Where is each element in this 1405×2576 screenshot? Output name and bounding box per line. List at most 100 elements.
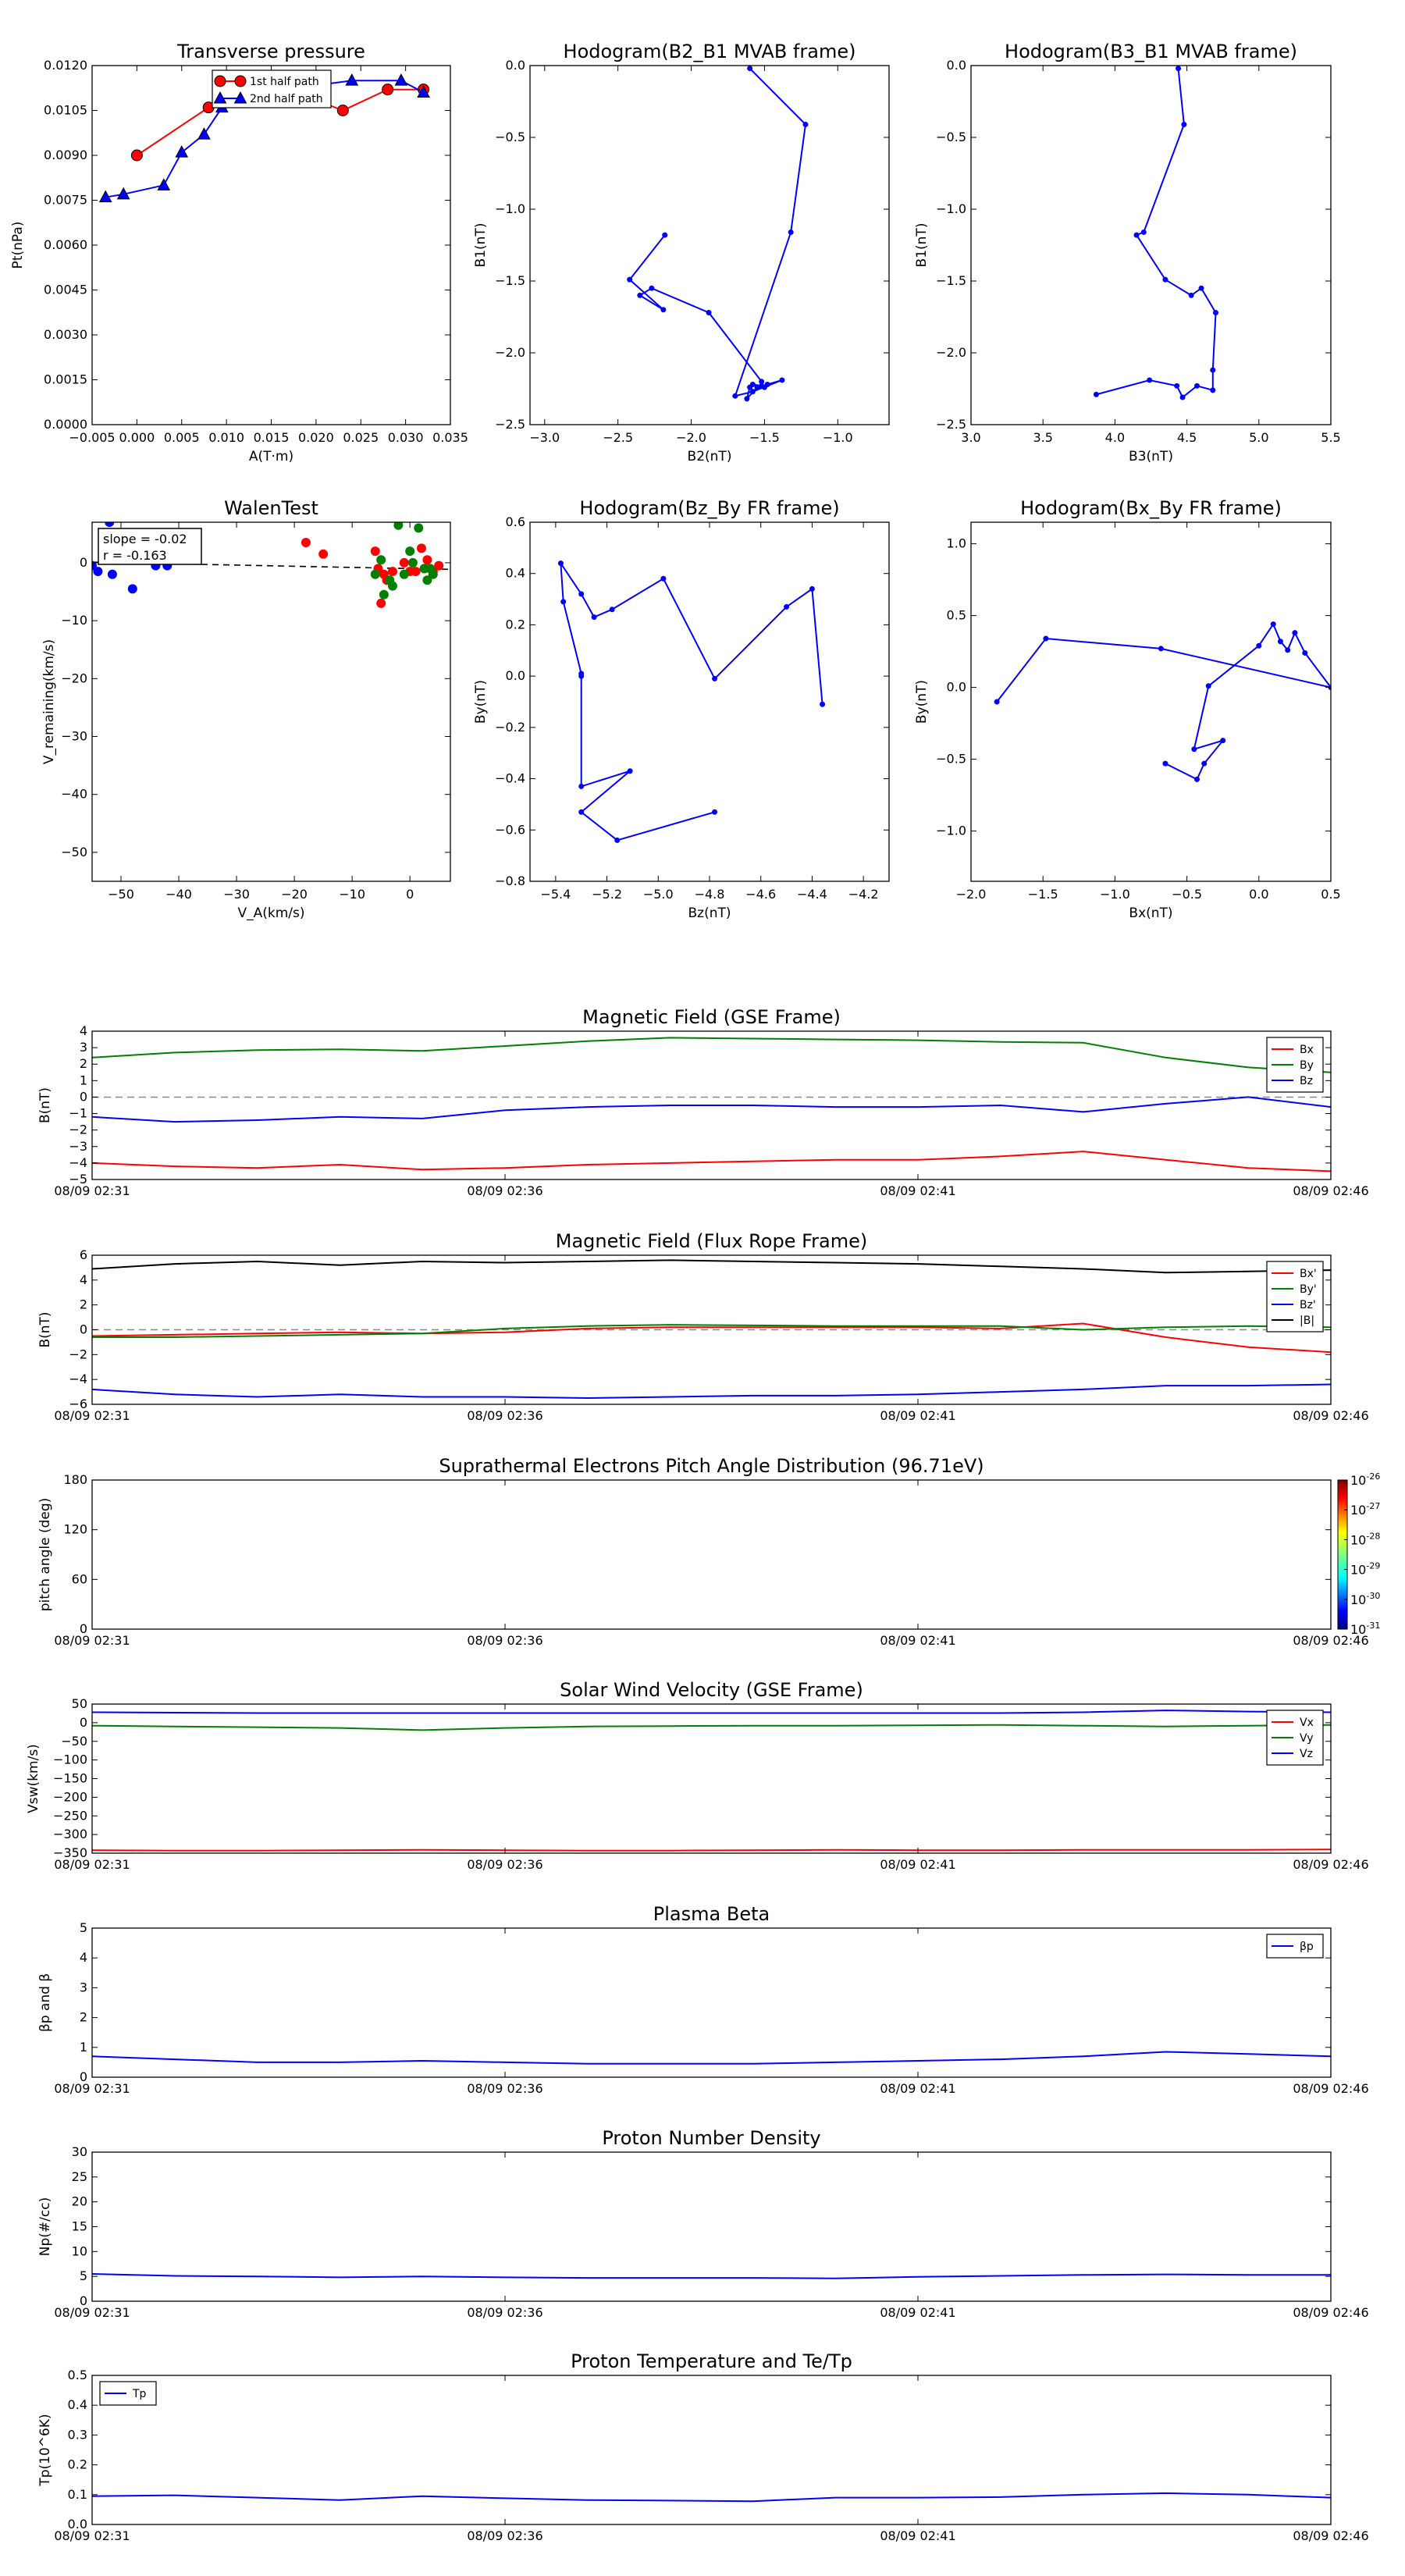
x-tick-label: 0.025 (343, 430, 379, 445)
y-tick-label: 180 (63, 1472, 87, 1487)
plot-frame (91, 2151, 1332, 2302)
legend-marker (233, 91, 247, 104)
panel-title: Magnetic Field (GSE Frame) (582, 1006, 841, 1028)
panel-title: Transverse pressure (176, 41, 365, 62)
x-tick-label: −10 (339, 887, 365, 902)
data-point (802, 121, 809, 127)
panel-title: Suprathermal Electrons Pitch Angle Distr… (439, 1455, 984, 1477)
x-tick-label: 4.0 (1105, 430, 1125, 445)
data-point (414, 523, 424, 533)
data-point (578, 783, 585, 789)
x-tick-label: −50 (108, 887, 134, 902)
data-point (712, 809, 718, 815)
y-tick-label: −0.5 (495, 130, 525, 144)
y-tick-label: −40 (61, 787, 87, 802)
legend-label: Bx (1300, 1044, 1314, 1056)
colorbar-base: 10 (1350, 1592, 1366, 1607)
time-tick-label: 08/09 02:36 (467, 1633, 542, 1648)
data-point (578, 673, 585, 679)
x-axis-label: A(T·m) (249, 449, 293, 464)
data-point (820, 701, 826, 707)
y-tick-label: −1.0 (936, 824, 966, 838)
data-point (370, 569, 380, 579)
data-point (422, 555, 432, 565)
x-tick-label: −1.5 (749, 430, 780, 445)
plot-area (92, 2273, 1331, 2279)
x-axis-label: B3(nT) (1129, 449, 1173, 464)
colorbar-tick-label: 10-30 (1350, 1591, 1380, 1607)
y-tick-label: 0.0120 (44, 58, 87, 73)
legend-label: Vx (1300, 1717, 1314, 1729)
data-point (1181, 121, 1187, 127)
time-tick-label: 08/09 02:31 (54, 1408, 130, 1423)
data-point (560, 599, 567, 605)
colorbar-base: 10 (1350, 1563, 1366, 1578)
data-point (93, 567, 103, 577)
y-axis-label: B(nT) (37, 1311, 53, 1347)
y-tick-label: 3 (80, 1980, 87, 1994)
legend-marker (234, 75, 247, 87)
x-tick-label: −5.4 (540, 887, 571, 902)
panel-hodo-bzby: Hodogram(Bz_By FR frame) −0.8 −0.6 −0.4 −0.2… (473, 497, 890, 921)
data-point (1198, 285, 1204, 291)
x-tick-label: 0.030 (388, 430, 424, 445)
panel-mag-gse: Magnetic Field (GSE Frame) −5 −4−3 −2 −1 0 1 23… (37, 1006, 1369, 1198)
series-line (92, 1710, 1331, 1714)
x-tick-label: −2.0 (956, 887, 987, 902)
panel-title: Solar Wind Velocity (GSE Frame) (560, 1679, 863, 1701)
data-point (1176, 66, 1182, 72)
time-tick-label: 08/09 02:46 (1293, 2081, 1368, 2096)
time-tick-label: 08/09 02:36 (467, 1857, 542, 1872)
x-tick-label: −2.5 (603, 430, 633, 445)
data-point (370, 546, 380, 557)
panel-walen: WalenTest −50 −40 −30 −20 −10 0 −50 −40 −30 −20 −10… (41, 497, 451, 921)
y-tick-label: 0.0 (947, 680, 966, 695)
time-tick-label: 08/09 02:36 (467, 2081, 542, 2096)
data-point (416, 543, 426, 553)
data-point (578, 591, 585, 597)
panel-vsw: Solar Wind Velocity (GSE Frame) −350 −300 −… (26, 1679, 1369, 1872)
series-line (92, 1037, 1331, 1073)
legend-label: Tp (132, 2388, 147, 2400)
plot-area (1093, 66, 1218, 400)
data-point (761, 384, 767, 390)
data-point (660, 575, 667, 582)
y-tick-label: −2.5 (495, 417, 525, 432)
data-point (627, 276, 633, 283)
series-line (560, 560, 823, 841)
data-point (197, 127, 211, 140)
x-tick-label: 0 (406, 887, 414, 902)
plot-area (92, 522, 450, 608)
x-tick-label: −0.5 (1172, 887, 1202, 902)
plot-area (92, 1259, 1331, 1400)
y-tick-label: 0 (80, 1089, 87, 1104)
colorbar-base: 10 (1350, 1473, 1366, 1488)
data-point (1302, 649, 1308, 656)
colorbar-tick-label: 10-31 (1350, 1621, 1380, 1637)
series-line (92, 2273, 1331, 2279)
y-tick-label: 0 (80, 555, 87, 570)
data-point (754, 384, 760, 390)
y-axis-label: pitch angle (deg) (37, 1498, 53, 1612)
panel-title: Plasma Beta (653, 1903, 770, 1925)
y-tick-label: 10 (72, 2243, 87, 2258)
panel-pad: Suprathermal Electrons Pitch Angle Distr… (37, 1455, 1380, 1648)
x-tick-label: −4.6 (745, 887, 776, 902)
panel-title: Hodogram(B3_B1 MVAB frame) (1005, 41, 1297, 62)
legend-label: Vy (1300, 1732, 1314, 1745)
data-point (660, 307, 667, 313)
data-point (1194, 776, 1200, 782)
time-tick-label: 08/09 02:36 (467, 1183, 542, 1198)
data-point (1158, 646, 1164, 652)
plot-area (994, 621, 1331, 782)
x-tick-label: −2.0 (676, 430, 706, 445)
y-axis-label: V_remaining(km/s) (41, 639, 57, 764)
data-point (407, 557, 418, 568)
data-point (434, 560, 444, 571)
y-tick-label: −0.2 (495, 720, 525, 735)
legend-box (212, 69, 332, 109)
data-point (399, 569, 409, 579)
time-tick-label: 08/09 02:31 (54, 1857, 130, 1872)
colorbar-exponent: -26 (1366, 1471, 1380, 1482)
data-point (1194, 382, 1200, 389)
